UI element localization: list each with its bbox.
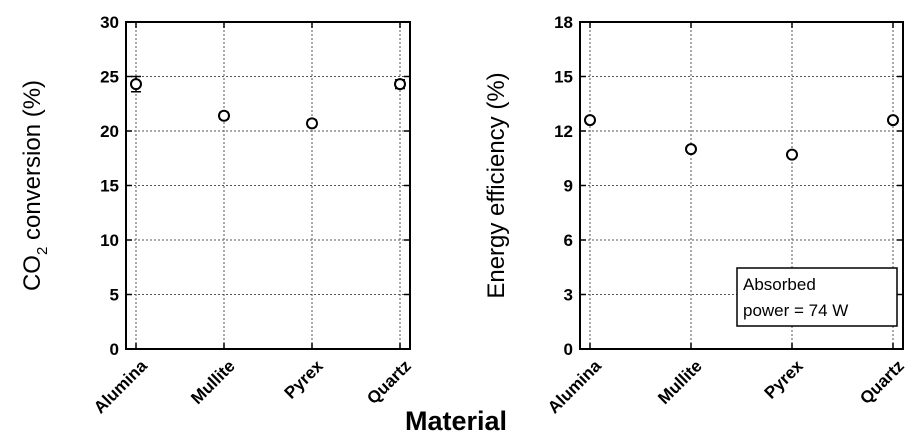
data-point — [306, 117, 318, 130]
y-tick-label: 6 — [564, 231, 573, 250]
x-tick-label: Pyrex — [281, 356, 328, 403]
y-axis-label-subscript: 2 — [34, 247, 51, 255]
y-tick-label: 10 — [100, 231, 119, 250]
x-tick-label: Alumina — [90, 356, 151, 417]
y-tick-label: 9 — [564, 177, 573, 196]
annotation-line-2: power = 74 W — [743, 301, 848, 320]
x-tick-label: Quartz — [363, 356, 415, 408]
y-tick-label: 18 — [554, 13, 573, 32]
y-tick-label: 0 — [564, 340, 573, 359]
y-tick-label: 12 — [554, 122, 573, 141]
annotation-box — [736, 267, 898, 327]
plot-frame — [579, 21, 904, 350]
data-point — [394, 78, 406, 91]
plot-frame — [125, 21, 411, 350]
y-axis-label-rest: conversion (%) — [19, 80, 46, 247]
x-axis-label: Material — [405, 406, 507, 436]
annotation-line-1: Absorbed — [743, 275, 816, 294]
x-tick-label: Quartz — [856, 356, 908, 408]
y-tick-label: 5 — [110, 286, 119, 305]
y-tick-label: 15 — [554, 68, 573, 87]
data-point — [685, 143, 697, 156]
data-point — [584, 114, 596, 127]
x-tick-label: Pyrex — [761, 356, 808, 403]
data-point — [786, 148, 798, 161]
y-tick-label: 20 — [100, 122, 119, 141]
right-panel-efficiency: 0 3 6 9 12 15 18 Alumina Mullite Pyrex Quartz Energ… — [483, 13, 908, 417]
y-tick-label: 15 — [100, 177, 119, 196]
data-point — [887, 114, 899, 127]
y-axis-label: Energy efficiency (%) — [483, 72, 510, 298]
y-tick-label: 3 — [564, 286, 573, 305]
left-panel-conversion: 0 5 10 15 20 25 30 Alumina Mullite Pyrex Quartz CO2… — [19, 13, 415, 417]
y-tick-label: 25 — [100, 68, 119, 87]
data-point — [218, 109, 230, 122]
y-axis-label: CO2 conversion (%) — [19, 80, 51, 291]
data-point — [130, 78, 142, 91]
y-tick-label: 30 — [100, 13, 119, 32]
x-tick-label: Mullite — [654, 356, 706, 408]
y-axis-label-main: CO — [19, 255, 46, 291]
y-tick-label: 0 — [110, 340, 119, 359]
x-tick-label: Alumina — [544, 356, 605, 417]
x-tick-label: Mullite — [187, 356, 239, 408]
